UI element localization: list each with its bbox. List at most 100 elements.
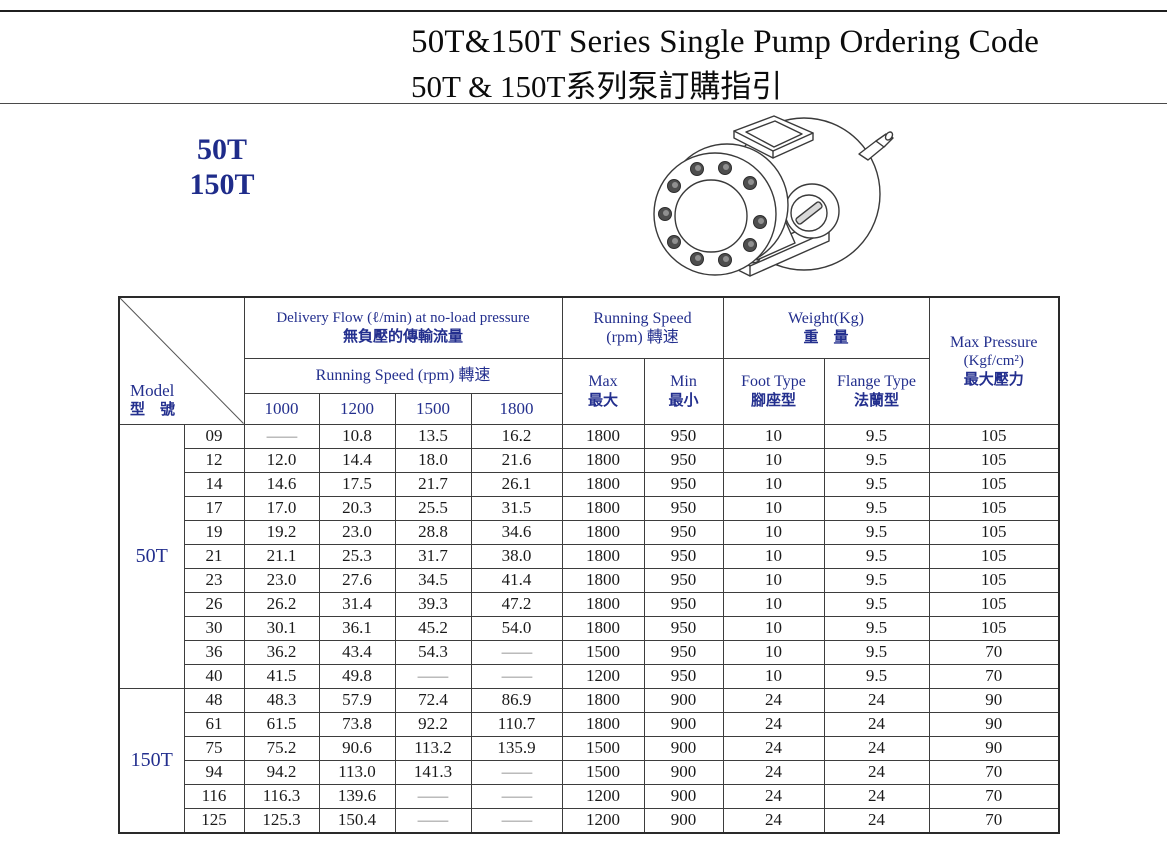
value-cell: 20.3 [318, 495, 396, 521]
header-max-pressure-en: Max Pressure [949, 333, 1038, 351]
value-cell: — [470, 759, 563, 785]
spec-table: Model 型 號 Delivery Flow (ℓ/min) at no-lo… [118, 296, 1060, 834]
value-cell: — [470, 663, 563, 689]
table-row: 17 17.0 20.3 25.5 31.5 1800 950 10 9.5 105 [119, 495, 1060, 521]
diagonal-divider-icon [120, 298, 244, 424]
value-cell: 48.3 [243, 687, 320, 713]
model-number-cell: 48 [183, 687, 245, 713]
value-cell: 70 [928, 807, 1060, 833]
value-cell: 26.2 [243, 591, 320, 617]
table-row: 21 21.1 25.3 31.7 38.0 1800 950 10 9.5 105 [119, 543, 1060, 569]
header-speed-1000: 1000 [243, 392, 320, 425]
value-cell: 38.0 [470, 543, 563, 569]
value-cell: 1500 [561, 735, 645, 761]
value-cell: 10 [722, 519, 825, 545]
value-cell: 70 [928, 783, 1060, 809]
value-cell: 43.4 [318, 639, 396, 665]
divider-under-title [0, 103, 1167, 104]
table-row: 30 30.1 36.1 45.2 54.0 1800 950 10 9.5 105 [119, 615, 1060, 641]
header-max-pressure: Max Pressure (Kgf/cm²) 最大壓力 [928, 296, 1060, 425]
header-running-speed-zh: (rpm) 轉速 [606, 328, 679, 346]
flange-bolts [658, 161, 767, 267]
value-cell: 950 [643, 495, 724, 521]
value-cell: 1800 [561, 519, 645, 545]
value-cell: 36.1 [318, 615, 396, 641]
value-cell: 1500 [561, 639, 645, 665]
value-cell: 10 [722, 591, 825, 617]
value-cell: 1800 [561, 495, 645, 521]
header-flow-speed-sub: Running Speed (rpm) 轉速 [243, 357, 563, 394]
value-cell: 16.2 [470, 423, 563, 449]
header-delivery-flow-zh: 無負壓的傳輸流量 [342, 328, 463, 346]
value-cell: 105 [928, 423, 1060, 449]
value-cell: 90 [928, 687, 1060, 713]
model-number-cell: 17 [183, 495, 245, 521]
series-badge-line2: 150T [189, 168, 255, 201]
value-cell: 73.8 [318, 711, 396, 737]
value-cell: 24 [722, 711, 825, 737]
value-cell: 1800 [561, 615, 645, 641]
table-row: 94 94.2 113.0 141.3—1500 900 24 24 70 [119, 759, 1060, 785]
value-cell: 39.3 [394, 591, 472, 617]
value-cell: 105 [928, 519, 1060, 545]
value-cell: 75.2 [243, 735, 320, 761]
value-cell: 86.9 [470, 687, 563, 713]
header-weight-zh: 重 量 [803, 328, 849, 346]
spec-table-body: 50T 09—10.8 13.5 16.2 1800 950 10 9.5 105 12 12.0 1… [118, 423, 1060, 833]
model-number-cell: 61 [183, 711, 245, 737]
model-number-cell: 94 [183, 759, 245, 785]
value-cell: — [243, 423, 320, 449]
value-cell: 950 [643, 519, 724, 545]
value-cell: 25.3 [318, 543, 396, 569]
value-cell: 30.1 [243, 615, 320, 641]
value-cell: 950 [643, 543, 724, 569]
no-value-dash: — [417, 787, 449, 805]
value-cell: 139.6 [318, 783, 396, 809]
value-cell: 950 [643, 471, 724, 497]
value-cell: 10 [722, 663, 825, 689]
table-row: 36 36.2 43.4 54.3 — 1500 950 10 9.5 70 [119, 639, 1060, 665]
value-cell: 24 [722, 759, 825, 785]
value-cell: 23.0 [318, 519, 396, 545]
model-number-cell: 12 [183, 447, 245, 473]
table-row: 150T 48 48.3 57.9 72.4 86.9 1800 900 24 24 90 [118, 687, 1060, 833]
value-cell: 36.2 [243, 639, 320, 665]
no-value-dash: — [417, 811, 449, 829]
value-cell: 9.5 [823, 615, 930, 641]
no-value-dash: — [417, 667, 449, 685]
model-number-cell: 36 [183, 639, 245, 665]
header-flow-speed-sub-label: Running Speed (rpm) 轉速 [315, 367, 491, 384]
value-cell: 900 [643, 711, 724, 737]
table-row: 23 23.0 27.6 34.5 41.4 1800 950 10 9.5 105 [119, 567, 1060, 593]
value-cell: 54.0 [470, 615, 563, 641]
page-title-en: 50T&150T Series Single Pump Ordering Cod… [411, 24, 1040, 60]
header-speed-1500: 1500 [394, 392, 472, 425]
model-number-cell: 23 [183, 567, 245, 593]
value-cell: 24 [823, 711, 930, 737]
value-cell: 41.5 [243, 663, 320, 689]
model-number-cell: 75 [183, 735, 245, 761]
header-flange-type-zh: 法蘭型 [853, 392, 899, 409]
value-cell: 9.5 [823, 423, 930, 449]
no-value-dash: — [501, 787, 532, 805]
model-number-cell: 40 [183, 663, 245, 689]
value-cell: 24 [722, 735, 825, 761]
value-cell: 45.2 [394, 615, 472, 641]
header-weight: Weight(Kg) 重 量 [722, 296, 930, 359]
value-cell: 900 [643, 759, 724, 785]
value-cell: 10 [722, 567, 825, 593]
header-max-pressure-zh: 最大壓力 [963, 370, 1024, 388]
value-cell: 21.1 [243, 543, 320, 569]
value-cell: 61.5 [243, 711, 320, 737]
value-cell: 41.4 [470, 567, 563, 593]
model-number-cell: 26 [183, 591, 245, 617]
value-cell: 28.8 [394, 519, 472, 545]
value-cell: 10 [722, 543, 825, 569]
value-cell: — [394, 783, 472, 809]
series-badge-line1: 50T [196, 133, 247, 166]
value-cell: 105 [928, 543, 1060, 569]
value-cell: 92.2 [394, 711, 472, 737]
series-section-label: 50T [118, 423, 185, 689]
no-value-dash: — [501, 763, 532, 781]
value-cell: 950 [643, 567, 724, 593]
